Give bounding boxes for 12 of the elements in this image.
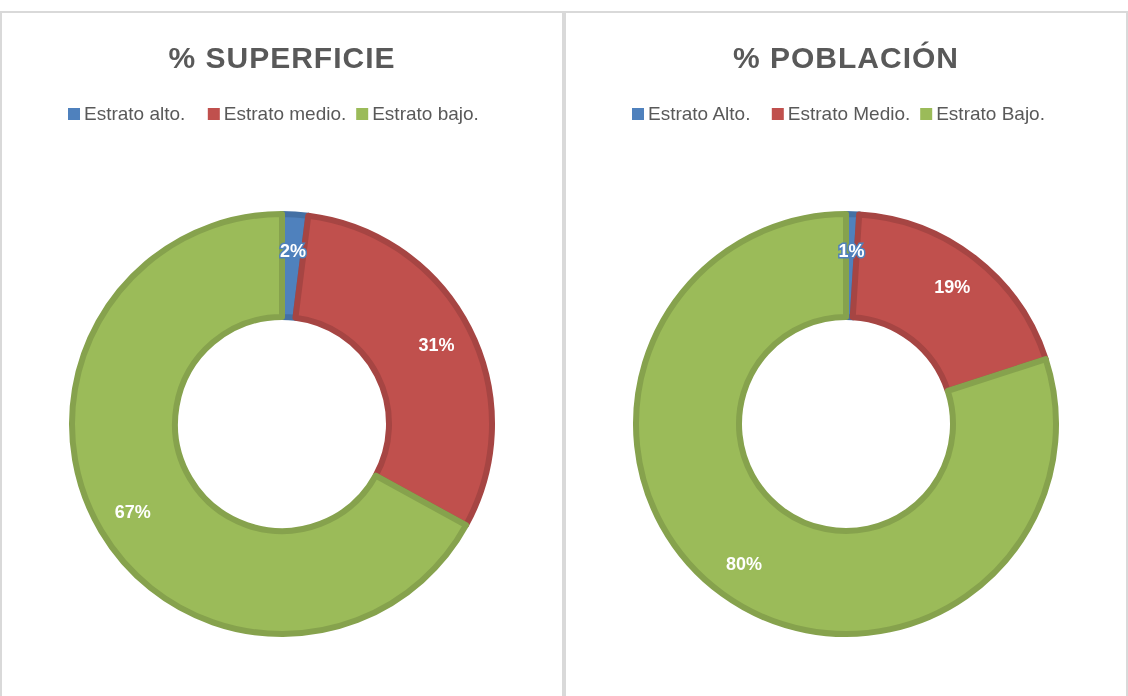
data-label: 19% bbox=[934, 276, 971, 297]
chart-title: % SUPERFICIE bbox=[168, 41, 396, 74]
chart-title: % POBLACIÓN bbox=[732, 41, 960, 74]
data-label: 31% bbox=[418, 335, 455, 356]
legend-label: Estrato Bajo. bbox=[936, 103, 1045, 124]
legend-label: Estrato alto. bbox=[84, 103, 186, 124]
legend-label: Estrato bajo. bbox=[372, 103, 479, 124]
legend-label: Estrato Alto. bbox=[648, 103, 751, 124]
data-label: 67% bbox=[114, 502, 151, 523]
data-label: 80% bbox=[726, 554, 763, 575]
legend-label: Estrato Medio. bbox=[787, 103, 911, 124]
legend-label: Estrato medio. bbox=[223, 103, 347, 124]
